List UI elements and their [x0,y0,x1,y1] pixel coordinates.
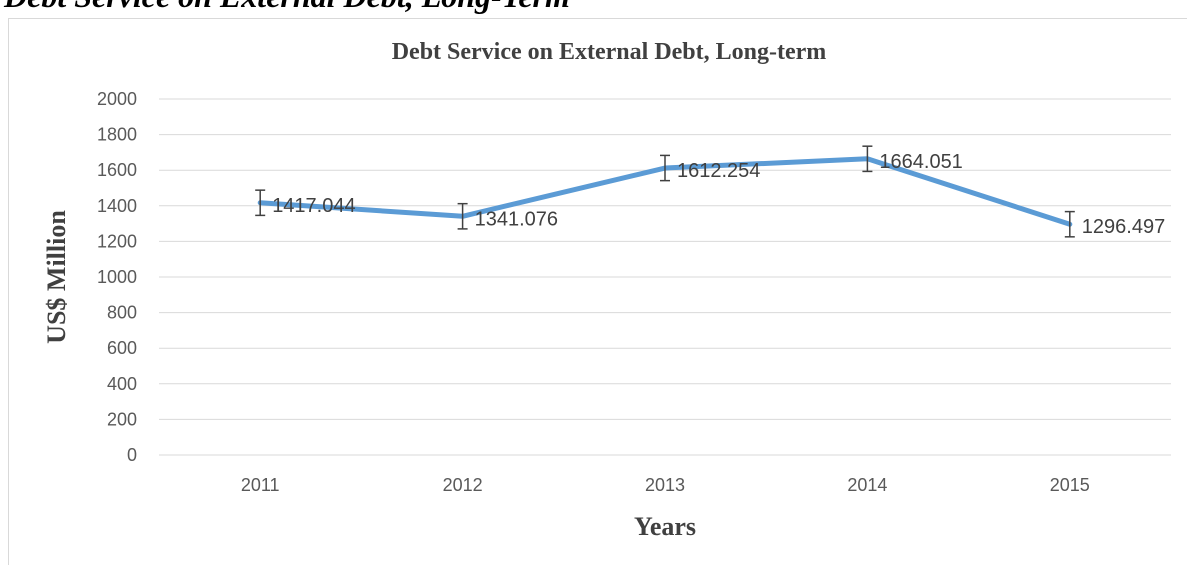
data-label: 1417.044 [272,195,355,217]
data-label: 1341.076 [475,208,558,230]
data-label: 1296.497 [1082,216,1165,238]
line-chart: Debt Service on External Debt, Long-term… [9,19,1187,566]
y-tick-label: 1600 [97,160,137,180]
gridlines [159,99,1171,455]
chart-title: Debt Service on External Debt, Long-term [392,39,827,65]
x-tick-label: 2014 [847,475,887,495]
x-tick-label: 2013 [645,475,685,495]
chart-area: Debt Service on External Debt, Long-term… [8,18,1187,565]
y-tick-label: 800 [107,303,137,323]
x-axis-ticks: 2011 2012 2013 2014 2015 [241,475,1090,495]
y-tick-label: 400 [107,374,137,394]
y-axis-ticks: 0 200 400 600 800 1000 1200 1400 1600 1800 2000 [97,89,137,465]
y-tick-label: 2000 [97,89,137,109]
y-tick-label: 1400 [97,196,137,216]
x-tick-label: 2012 [443,475,483,495]
data-label: 1612.254 [677,160,760,182]
section-heading: Debt Service on External Debt, Long-Term [4,0,570,14]
y-tick-label: 600 [107,338,137,358]
data-label: 1664.051 [879,151,962,173]
y-tick-label: 1000 [97,267,137,287]
data-labels: 1417.044 1341.076 1612.254 1664.051 1296.497 [272,151,1165,238]
y-axis-title: US$ Million [42,210,71,344]
x-tick-label: 2015 [1050,475,1090,495]
y-tick-label: 1200 [97,231,137,251]
y-tick-label: 0 [127,445,137,465]
y-tick-label: 1800 [97,125,137,145]
x-axis-title: Years [634,512,696,541]
y-tick-label: 200 [107,409,137,429]
x-tick-label: 2011 [241,475,280,495]
